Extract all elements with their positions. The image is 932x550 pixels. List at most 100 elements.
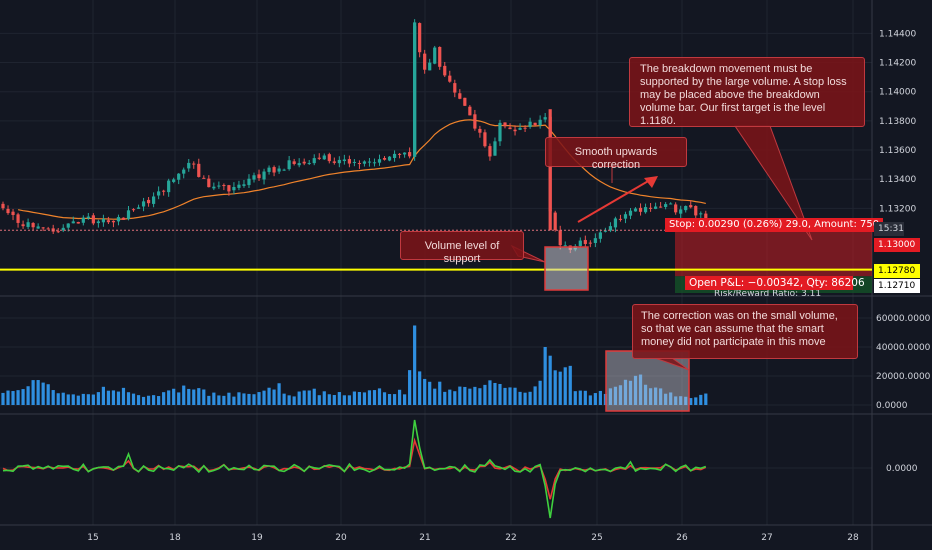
volume-bar — [448, 389, 452, 405]
oscillator-main-line — [2, 419, 707, 519]
volume-bar — [81, 393, 85, 405]
volume-bar — [232, 396, 236, 405]
volume-bar — [377, 388, 382, 405]
candle-body — [197, 163, 201, 177]
volume-bar — [86, 394, 90, 405]
candle-body — [628, 210, 633, 216]
candle-body — [312, 158, 316, 164]
candle-body — [528, 121, 532, 127]
candle-body — [418, 23, 422, 53]
candle-body — [167, 180, 171, 193]
candle-body — [182, 169, 186, 174]
volume-bar — [699, 394, 703, 405]
candle-body — [46, 228, 50, 230]
candle-body — [613, 218, 618, 228]
candle-body — [558, 230, 562, 246]
candle-body — [387, 156, 392, 161]
volume-bar — [643, 384, 648, 405]
volume-bar — [397, 389, 402, 405]
volume-bar — [453, 391, 457, 405]
candle-body — [377, 159, 382, 163]
candle-body — [428, 62, 432, 71]
candle-body — [608, 226, 613, 231]
stop-label[interactable]: Stop: 0.00290 (0.26%) 29.0, Amount: 750 — [665, 218, 884, 232]
volume-bar — [628, 380, 633, 405]
volume-bar — [51, 390, 55, 405]
volume-bar — [669, 392, 673, 405]
risk-reward-label: Risk/Reward Ratio: 3.11 — [714, 290, 822, 296]
price-tick-label: 1.13200 — [879, 204, 916, 214]
volume-annotation[interactable]: The correction was on the small volume, … — [632, 304, 858, 359]
volume-bar — [347, 395, 351, 405]
top-annotation[interactable]: The breakdown movement must be supported… — [629, 57, 865, 127]
volume-bar — [111, 390, 116, 405]
volume-bar — [548, 355, 552, 405]
candle-body — [694, 206, 698, 216]
candle-body — [257, 174, 261, 179]
support-annotation[interactable]: Volume level of support — [400, 231, 524, 265]
candle-body — [71, 221, 75, 224]
candle-body — [468, 106, 472, 116]
volume-bar — [106, 390, 111, 405]
candle-body — [6, 208, 10, 214]
candle-body — [643, 207, 648, 213]
candle-body — [106, 220, 111, 223]
volume-bar — [297, 391, 301, 405]
volume-bar — [202, 389, 206, 405]
correction-arrow-line — [577, 179, 651, 223]
candle-body — [272, 167, 276, 173]
volume-bar — [372, 390, 377, 405]
candle-body — [307, 162, 311, 164]
candle-body — [91, 215, 95, 224]
candle-body — [593, 238, 597, 244]
volume-bar — [21, 389, 25, 405]
volume-bar — [272, 389, 276, 405]
candle-body — [488, 146, 492, 157]
volume-bar — [689, 398, 693, 405]
volume-bar — [664, 393, 668, 405]
volume-bar — [558, 371, 562, 405]
candle-body — [679, 209, 683, 214]
time-tick-label: 20 — [335, 533, 347, 543]
candle-body — [192, 163, 196, 165]
candle-body — [533, 122, 537, 126]
candle-body — [242, 184, 246, 186]
time-tick-label: 21 — [419, 533, 430, 543]
candle-body — [232, 187, 236, 191]
candle-body — [152, 196, 156, 204]
candle-body — [523, 127, 527, 129]
candle-body — [659, 206, 663, 208]
candle-body — [638, 207, 643, 212]
volume-bar — [76, 395, 80, 405]
pnl-label[interactable]: Open P&L: −0.00342, Qty: 86206 — [685, 276, 865, 290]
volume-bar — [152, 395, 156, 405]
volume-bar — [573, 391, 577, 405]
candle-body — [332, 161, 336, 163]
candle-body — [513, 129, 517, 132]
volume-bar — [659, 388, 663, 405]
candle-body — [202, 177, 206, 179]
volume-bar — [443, 391, 447, 405]
volume-bar — [493, 382, 497, 405]
candle-body — [172, 179, 176, 182]
volume-bar — [96, 392, 100, 405]
moving-average-line — [17, 119, 706, 220]
volume-bar — [518, 391, 522, 405]
volume-bar — [257, 392, 261, 405]
candle-body — [247, 178, 251, 186]
candle-body — [101, 218, 105, 223]
volume-bar — [31, 380, 35, 405]
volume-bar — [6, 390, 10, 405]
candle-body — [126, 210, 131, 219]
candle-body — [684, 206, 688, 211]
candle-body — [458, 93, 462, 99]
correction-annotation[interactable]: Smooth upwards correction — [545, 137, 687, 171]
volume-bar — [126, 392, 131, 405]
volume-highlight-box — [605, 350, 690, 412]
volume-bar — [638, 374, 643, 405]
volume-bar — [488, 380, 492, 405]
candle-body — [277, 168, 281, 172]
candle-body — [31, 223, 35, 228]
time-tick-label: 26 — [676, 533, 688, 543]
volume-bar — [654, 387, 658, 405]
